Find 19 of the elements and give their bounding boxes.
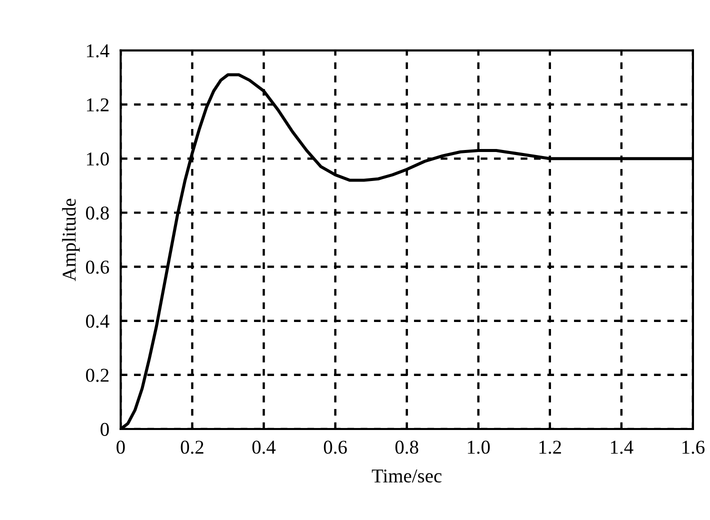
y-tick-label: 1.2 xyxy=(86,98,109,112)
x-tick-label: 1.6 xyxy=(682,440,705,454)
y-tick-label: 1.0 xyxy=(86,152,109,166)
x-tick-label: 1.4 xyxy=(610,440,634,454)
x-tick-label: 1.2 xyxy=(539,440,561,454)
y-tick-label: 0.4 xyxy=(86,314,110,328)
x-tick-label: 0 xyxy=(116,440,125,454)
y-tick-label: 0 xyxy=(100,422,109,436)
y-tick-label: 1.4 xyxy=(86,44,110,58)
y-tick-label: 0.8 xyxy=(86,206,109,220)
y-tick-label: 0.2 xyxy=(86,368,109,382)
x-tick-label: 0.8 xyxy=(395,440,418,454)
y-axis-title: Amplitude xyxy=(62,198,80,282)
x-tick-label: 1.0 xyxy=(468,440,490,454)
x-axis-title: Time/sec xyxy=(372,469,442,483)
x-tick-label: 0.2 xyxy=(180,440,204,454)
y-tick-label: 0.6 xyxy=(86,260,110,274)
x-tick-label: 0.4 xyxy=(252,440,276,454)
x-tick-label: 0.6 xyxy=(324,440,347,454)
